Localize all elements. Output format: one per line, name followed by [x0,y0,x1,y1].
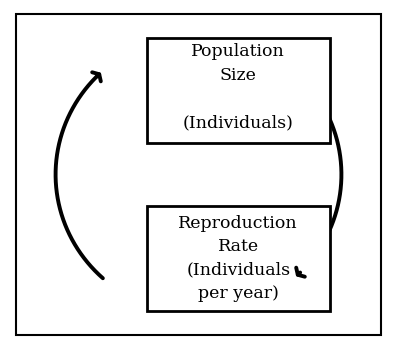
Text: Population
Size

(Individuals): Population Size (Individuals) [183,44,294,131]
Bar [147,206,330,311]
Bar [147,38,330,143]
Text: Reproduction
Rate
(Individuals
per year): Reproduction Rate (Individuals per year) [178,215,298,302]
